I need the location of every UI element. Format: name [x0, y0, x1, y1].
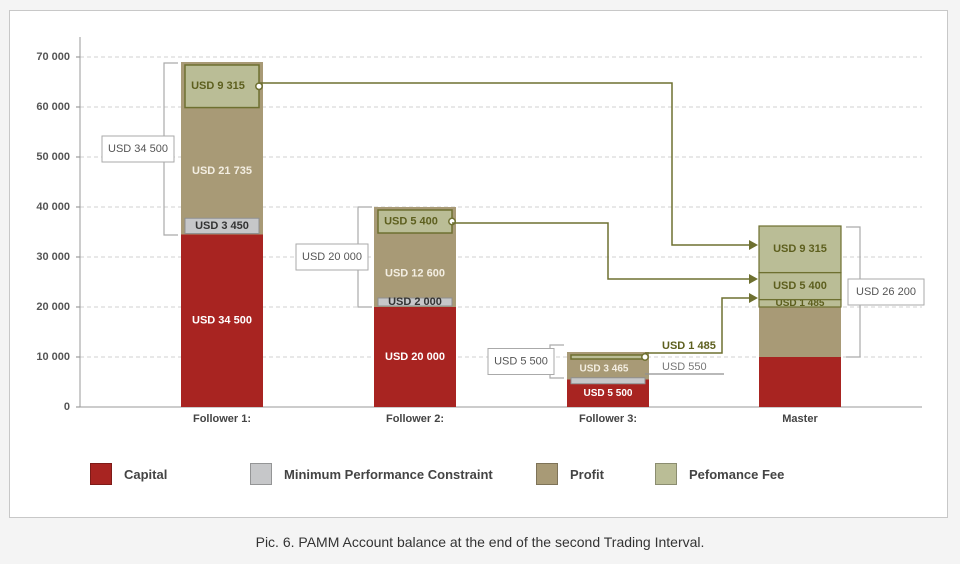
legend-label-capital: Capital: [124, 466, 168, 482]
bar-fee: [184, 64, 260, 109]
legend-item-capital: Capital: [90, 461, 167, 487]
data-label-capital: USD 34 500: [192, 315, 252, 327]
bar-fee: [758, 225, 842, 274]
data-label-capital: USD 5 500: [584, 388, 633, 399]
legend-swatch-mpc: [250, 463, 272, 485]
x-tick-label: Follower 1:: [193, 413, 251, 425]
bar-fee: [570, 354, 646, 360]
legend-label-mpc: Minimum Performance Constraint: [284, 466, 493, 482]
connector-origin-dot: [641, 353, 649, 361]
bracket-label-box: [847, 278, 925, 306]
bracket-label-master: USD 26 200: [856, 286, 916, 298]
data-label-fee: USD 5 400: [384, 215, 438, 227]
bar-capital: [759, 357, 841, 407]
figure-caption: Pic. 6. PAMM Account balance at the end …: [255, 534, 705, 550]
bracket-label-follower2: USD 20 000: [302, 251, 362, 263]
legend-item-fee: Pefomance Fee: [655, 461, 784, 487]
stacked-bar-chart: 0 10 000 20 000 30 000 40 000 50 000 60 000 70 …: [36, 37, 925, 425]
legend-label-fee: Pefomance Fee: [689, 466, 785, 482]
y-tick-label: 10 000: [36, 351, 70, 363]
connector-line: [645, 297, 751, 354]
y-tick-label: 60 000: [36, 101, 70, 113]
data-label-capital: USD 20 000: [385, 351, 445, 363]
bar-capital: [374, 307, 456, 407]
data-label-profit: USD 3 465: [580, 364, 629, 375]
x-tick-label: Follower 2:: [386, 413, 444, 425]
x-tick-label: Master: [782, 413, 818, 425]
y-tick-label: 20 000: [36, 301, 70, 313]
data-label-mpc: USD 3 450: [195, 220, 249, 232]
bracket-label-follower3: USD 5 500: [494, 355, 548, 367]
bar-fee: [758, 271, 842, 301]
connector-arrowhead: [749, 293, 758, 303]
y-tick-label: 0: [64, 401, 70, 413]
legend-swatch-capital: [90, 463, 112, 485]
connector-line: [259, 82, 751, 246]
connector-origin-dot: [255, 82, 263, 91]
y-tick-label: 70 000: [36, 51, 70, 63]
y-tick-label: 30 000: [36, 251, 70, 263]
x-tick-label: Follower 3:: [579, 413, 637, 425]
data-label-mpc: USD 2 000: [388, 296, 442, 308]
y-tick-label: 50 000: [36, 151, 70, 163]
bar-mpc: [377, 297, 453, 307]
data-label-fee: USD 5 400: [773, 280, 827, 292]
data-label-fee: USD 1 485: [776, 298, 825, 309]
legend-label-profit: Profit: [570, 466, 604, 482]
bracket-label-box: [101, 135, 175, 163]
bar-mpc: [184, 217, 260, 234]
data-label-fee: USD 9 315: [773, 243, 827, 255]
data-label-fee: USD 9 315: [191, 80, 245, 92]
bar-profit: [759, 307, 841, 357]
legend-swatch-profit: [536, 463, 558, 485]
chart-frame: 0 10 000 20 000 30 000 40 000 50 000 60 000 70 …: [9, 10, 948, 518]
data-label-fee: USD 1 485: [662, 340, 716, 352]
bar-mpc: [570, 377, 646, 385]
connector-arrowhead: [749, 240, 758, 250]
bracket-label-box: [487, 348, 555, 375]
legend-item-mpc: Minimum Performance Constraint: [250, 461, 493, 487]
legend-item-profit: Profit: [536, 461, 604, 487]
bracket-label-box: [295, 243, 369, 271]
bar-capital: [181, 234, 263, 407]
data-label-mpc: USD 550: [662, 361, 707, 373]
y-tick-label: 40 000: [36, 201, 70, 213]
connector-line: [452, 222, 751, 280]
data-label-profit: USD 12 600: [385, 267, 445, 279]
bracket-label-follower1: USD 34 500: [108, 143, 168, 155]
connector-arrowhead: [749, 274, 758, 284]
legend-swatch-fee: [655, 463, 677, 485]
data-label-profit: USD 21 735: [192, 165, 252, 177]
